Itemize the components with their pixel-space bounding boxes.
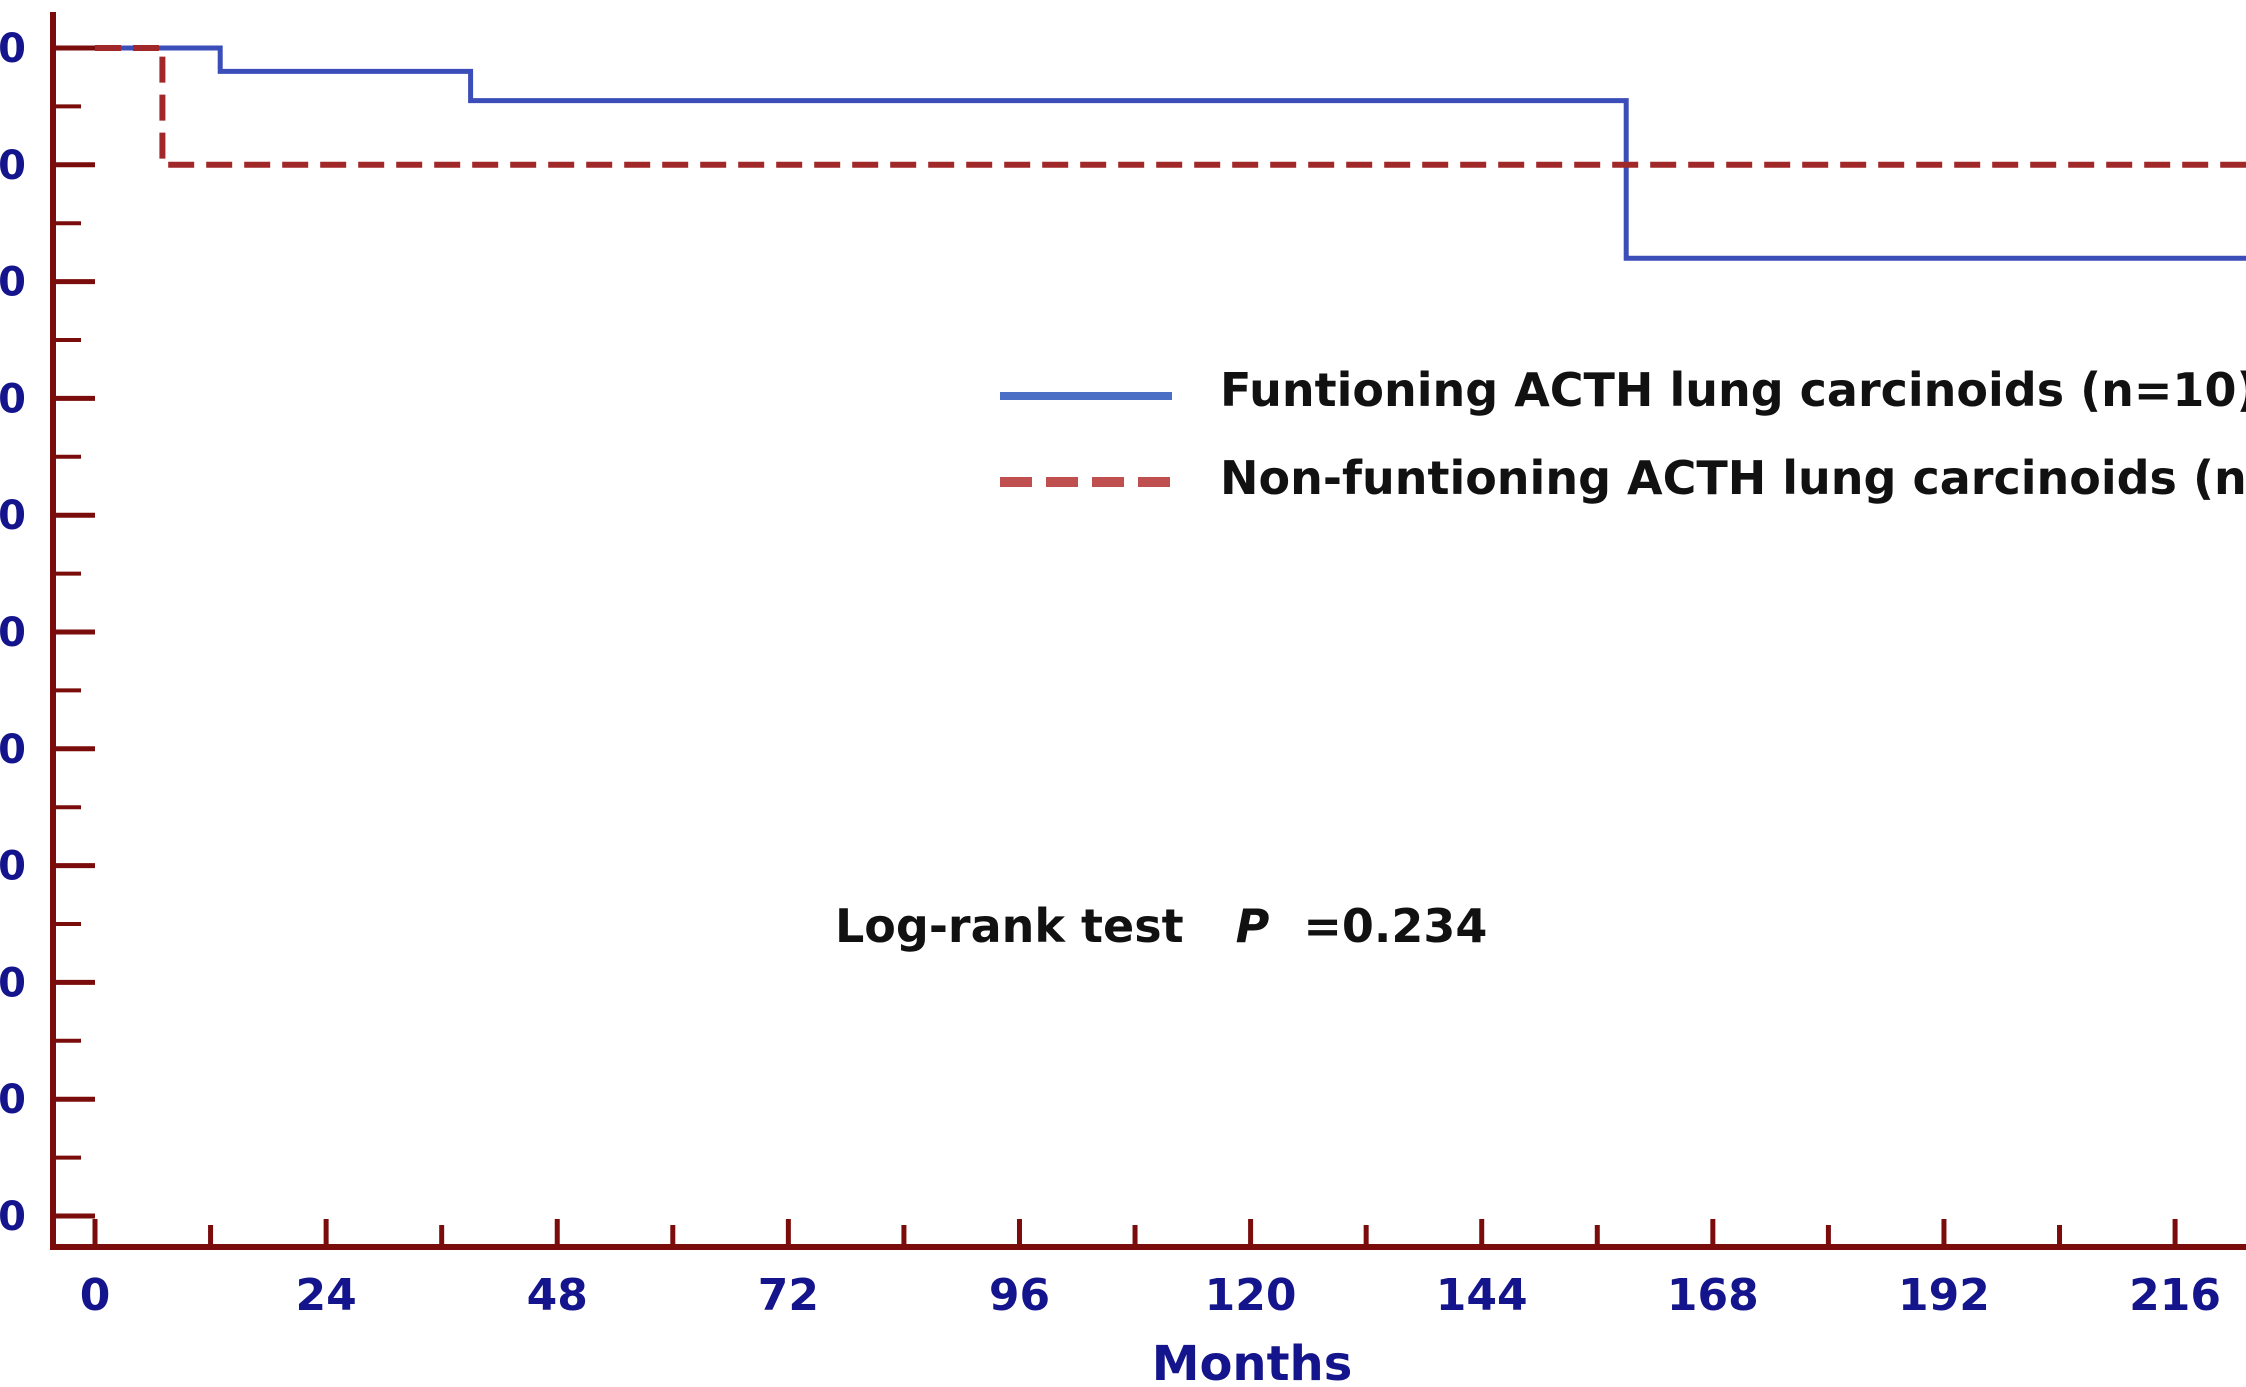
y-tick-label: 0 <box>0 727 26 773</box>
x-tick-label: 144 <box>1436 1270 1528 1321</box>
p-symbol: P <box>1236 899 1270 953</box>
x-tick-label: 48 <box>527 1270 588 1321</box>
y-tick-label: 0 <box>0 143 26 189</box>
y-tick-label: 0 <box>0 844 26 890</box>
survival-curves <box>95 45 2246 261</box>
legend-label-nonfunctioning: Non-funtioning ACTH lung carcinoids (n <box>1220 451 2246 505</box>
x-tick-label: 120 <box>1205 1270 1297 1321</box>
x-tick-label: 72 <box>758 1270 819 1321</box>
y-tick-label: 0 <box>0 260 26 306</box>
series-line-nonfunctioning <box>95 45 2246 168</box>
log-rank-annotation: Log-rank test P =0.234 <box>835 899 1487 953</box>
y-tick-label: 0 <box>0 960 26 1006</box>
y-tick-label: 0 <box>0 610 26 656</box>
series-line-functioning <box>95 45 2246 261</box>
y-axis-ticks: 0 0 0 0 0 0 0 0 0 0 0 <box>0 26 95 1240</box>
x-tick-label: 96 <box>989 1270 1050 1321</box>
y-tick-label: 0 <box>0 1194 26 1240</box>
legend-label-functioning: Funtioning ACTH lung carcinoids (n=10) <box>1220 363 2246 417</box>
y-tick-label: 0 <box>0 376 26 422</box>
x-tick-label: 0 <box>80 1270 111 1321</box>
x-tick-label: 216 <box>2129 1270 2221 1321</box>
y-tick-label: 0 <box>0 493 26 539</box>
log-rank-label: Log-rank test <box>835 899 1184 953</box>
y-tick-label: 0 <box>0 26 26 72</box>
x-axis-label: Months <box>1152 1336 1353 1387</box>
x-axis-ticks: 0 24 48 72 96 120 144 168 192 216 <box>80 1219 2221 1321</box>
y-tick-label: 0 <box>0 1077 26 1123</box>
p-value: =0.234 <box>1303 899 1487 953</box>
x-tick-label: 24 <box>296 1270 357 1321</box>
x-tick-label: 168 <box>1667 1270 1759 1321</box>
x-tick-label: 192 <box>1898 1270 1990 1321</box>
legend: Funtioning ACTH lung carcinoids (n=10) N… <box>1000 363 2246 505</box>
